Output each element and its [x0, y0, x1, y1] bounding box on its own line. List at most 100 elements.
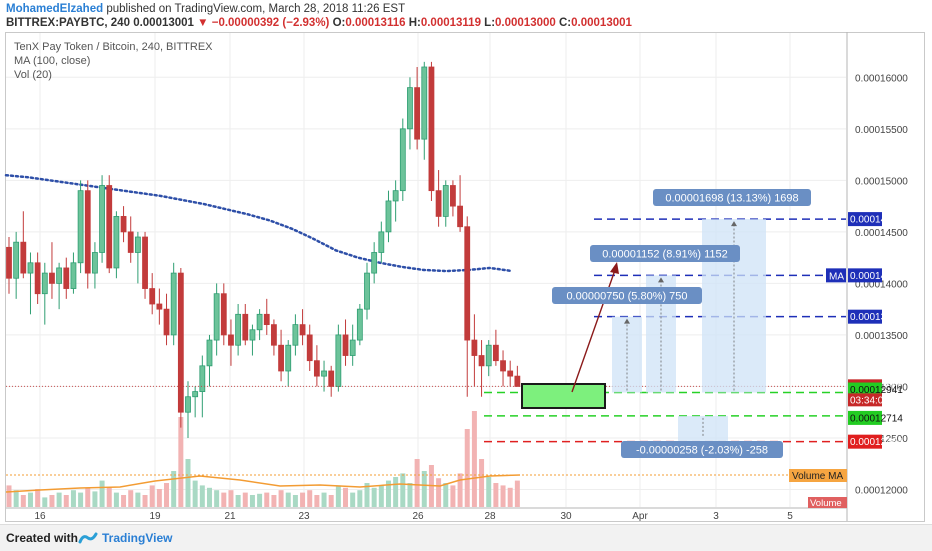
volume-bar: [493, 483, 499, 507]
volume-bar: [314, 495, 320, 507]
volume-bar: [92, 491, 98, 507]
volume-bar: [307, 490, 313, 507]
price-tag: [848, 410, 882, 425]
price-tag: [848, 268, 882, 283]
candle-body: [457, 205, 463, 228]
ma-tag: [826, 268, 846, 283]
candle-body: [256, 313, 263, 331]
candle-body: [49, 272, 55, 284]
projection-arrow-head: [610, 262, 619, 274]
price-tag: [848, 382, 882, 397]
time-tick-label: 5: [787, 511, 793, 522]
candle-body: [92, 252, 98, 274]
ma-legend[interactable]: MA (100, close): [14, 55, 91, 67]
measure-label-box: [552, 287, 702, 304]
candle-body: [450, 185, 456, 207]
candle-body: [142, 236, 148, 289]
candle-body: [235, 313, 242, 346]
volume-bar: [42, 497, 48, 507]
volume-bar: [414, 459, 420, 507]
candle-body: [306, 334, 313, 362]
volume-bar: [113, 492, 119, 507]
countdown-text: 03:34:04: [850, 395, 889, 406]
entry-zone-box[interactable]: [521, 383, 606, 409]
volume-bar: [27, 492, 33, 507]
measure-arrow-head: [731, 221, 737, 227]
volume-ma-tag-text: Volume MA: [792, 471, 843, 482]
volume-legend[interactable]: Vol (20): [14, 69, 52, 81]
loss-measure-zone[interactable]: [678, 415, 728, 442]
time-tick-label: 30: [560, 511, 572, 522]
candle-body: [299, 324, 306, 336]
volume-bar: [121, 495, 127, 507]
ma-line: [4, 173, 514, 273]
volume-tag-text: Volume: [810, 498, 842, 509]
volume-bar: [249, 495, 255, 507]
volume-bar: [378, 485, 384, 507]
price-tag-text: 0.00012941: [850, 385, 903, 396]
open-label: O:: [332, 17, 346, 29]
volume-bar: [514, 480, 520, 507]
price-tag: [848, 212, 882, 227]
candle-body: [27, 262, 34, 274]
candle-body: [156, 303, 163, 310]
volume-bar: [321, 492, 327, 507]
volume-bar: [185, 459, 191, 507]
volume-bar: [407, 483, 413, 507]
candle-body: [278, 344, 284, 372]
time-tick-label: 21: [224, 511, 236, 522]
candle-body: [342, 334, 349, 356]
author-link[interactable]: MohamedElzahed: [6, 3, 104, 15]
measure-label: 0.00001698 (13.13%) 1698: [665, 193, 798, 205]
price-tick-label: 0.00015000: [855, 176, 908, 187]
volume-bar: [149, 485, 155, 507]
candle-body: [285, 344, 292, 372]
price-tick-label: 0.00015500: [855, 125, 908, 136]
volume-bar: [192, 480, 198, 507]
volume-bar: [350, 492, 356, 507]
volume-bar: [335, 485, 341, 507]
publish-line: MohamedElzahed published on TradingView.…: [6, 3, 405, 15]
candle-body: [428, 66, 435, 192]
tradingview-logo-icon[interactable]: [78, 530, 98, 546]
candle-body: [170, 272, 177, 336]
tradingview-brand[interactable]: TradingView: [102, 531, 173, 545]
high-value: 0.00013119: [420, 17, 481, 29]
volume-bar: [78, 492, 84, 507]
volume-tag: [808, 497, 847, 508]
volume-bar: [171, 471, 177, 507]
candle-body: [113, 216, 120, 269]
candle-body: [220, 293, 227, 336]
volume-bar: [450, 485, 456, 507]
candle-body: [356, 308, 363, 341]
candle-body: [228, 334, 234, 346]
measure-label-box: [590, 245, 740, 262]
volume-bar: [292, 495, 298, 507]
candle-body: [407, 87, 413, 130]
candle-body: [378, 231, 385, 253]
volume-bar: [500, 485, 506, 507]
candle-body: [399, 128, 406, 192]
candle-body: [464, 226, 471, 341]
countdown-tag: [848, 393, 882, 407]
candle-body: [385, 200, 392, 233]
volume-bar: [164, 483, 170, 507]
chart-frame: [5, 32, 925, 522]
volume-bar: [486, 477, 492, 507]
candle-body: [349, 339, 356, 356]
candle-body: [149, 288, 156, 305]
volume-bar: [464, 429, 470, 507]
ohlc-line: BITTREX:PAYBTC, 240 0.00013001 ▼ −0.0000…: [6, 17, 632, 29]
candle-body: [500, 360, 506, 372]
price-chart[interactable]: 0.00001698 (13.13%) 1698 0.00001152 (8.91…: [0, 0, 932, 524]
candle-body: [335, 334, 342, 387]
candle-body: [371, 252, 378, 274]
price-change: ▼ −0.00000392 (−2.93%): [197, 17, 330, 29]
measure-label: 0.00001152 (8.91%) 1152: [602, 249, 728, 261]
volume-bar: [479, 459, 485, 507]
symbol-interval: BITTREX:PAYBTC, 240: [6, 17, 130, 29]
close-value: 0.00013001: [571, 17, 632, 29]
candle-body: [34, 262, 41, 295]
price-tag-text: 0.00014078: [850, 271, 903, 282]
candle-body: [292, 324, 299, 346]
